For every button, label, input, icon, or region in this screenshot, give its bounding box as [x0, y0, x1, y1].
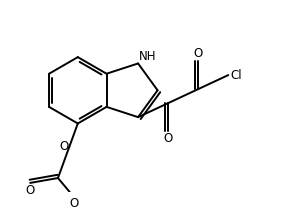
Text: O: O	[59, 140, 68, 153]
Text: O: O	[194, 47, 203, 60]
Text: O: O	[69, 197, 78, 208]
Text: O: O	[26, 184, 35, 197]
Text: NH: NH	[139, 50, 157, 63]
Text: O: O	[164, 132, 173, 145]
Text: Cl: Cl	[230, 69, 242, 82]
